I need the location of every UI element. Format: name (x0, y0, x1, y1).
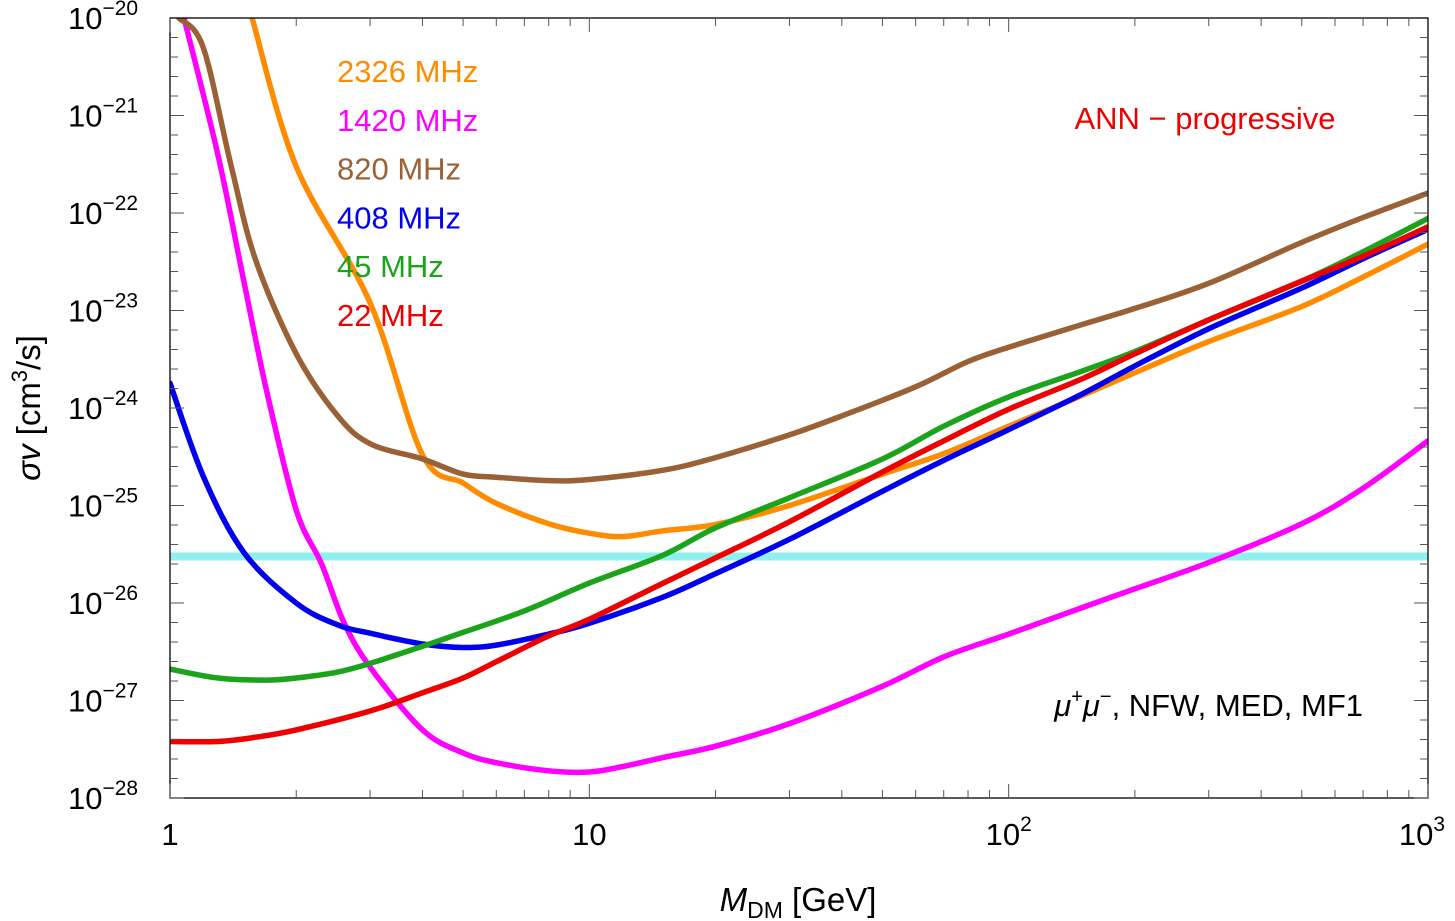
x-tick-label: 10 (572, 817, 606, 852)
x-tick-label: 103 (1399, 813, 1445, 852)
x-axis-title: MDM [GeV] (720, 881, 877, 921)
series-line-22-mhz (170, 224, 1428, 745)
y-tick-label: 10−23 (68, 290, 138, 329)
y-tick-label: 10−22 (68, 192, 138, 231)
legend: 2326 MHz 1420 MHz 820 MHz 408 MHz 45 MHz 22 M… (337, 54, 478, 333)
y-tick-label: 10−21 (68, 95, 138, 134)
legend-entry-2326-mhz: 2326 MHz (337, 54, 478, 89)
y-tick-label: 10−24 (68, 387, 138, 426)
legend-entry-1420-mhz: 1420 MHz (337, 103, 478, 138)
ticks-layer (169, 18, 1429, 799)
series-line-820-mhz (176, 18, 1428, 484)
legend-entry-408-mhz: 408 MHz (337, 200, 461, 235)
x-tick-label: 102 (986, 813, 1032, 852)
series-line-45-mhz (170, 215, 1428, 683)
annotation-model: ANN − progressive (1074, 101, 1335, 136)
y-tick-label: 10−28 (68, 777, 138, 816)
series-line-1420-mhz (181, 18, 1428, 776)
x-tick-label: 1 (161, 817, 178, 852)
y-tick-label: 10−25 (68, 485, 138, 524)
annotation-channel: μ+μ−, NFW, MED, MF1 (1053, 686, 1363, 723)
series-layer (170, 18, 1428, 776)
y-tick-label: 10−27 (68, 680, 138, 719)
legend-entry-45-mhz: 45 MHz (337, 249, 444, 284)
legend-entry-22-mhz: 22 MHz (337, 298, 444, 333)
series-line-2326-mhz (249, 18, 1428, 540)
y-tick-label: 10−26 (68, 582, 138, 621)
tick-labels: 1 10 102 103 10−28 10−27 10−26 10−25 10−24 10−23 1… (68, 0, 1445, 852)
series-line-408-mhz (170, 226, 1428, 651)
y-tick-label: 10−20 (68, 0, 138, 36)
y-axis-title: σv [cm3/s] (7, 335, 47, 481)
legend-entry-820-mhz: 820 MHz (337, 152, 461, 187)
